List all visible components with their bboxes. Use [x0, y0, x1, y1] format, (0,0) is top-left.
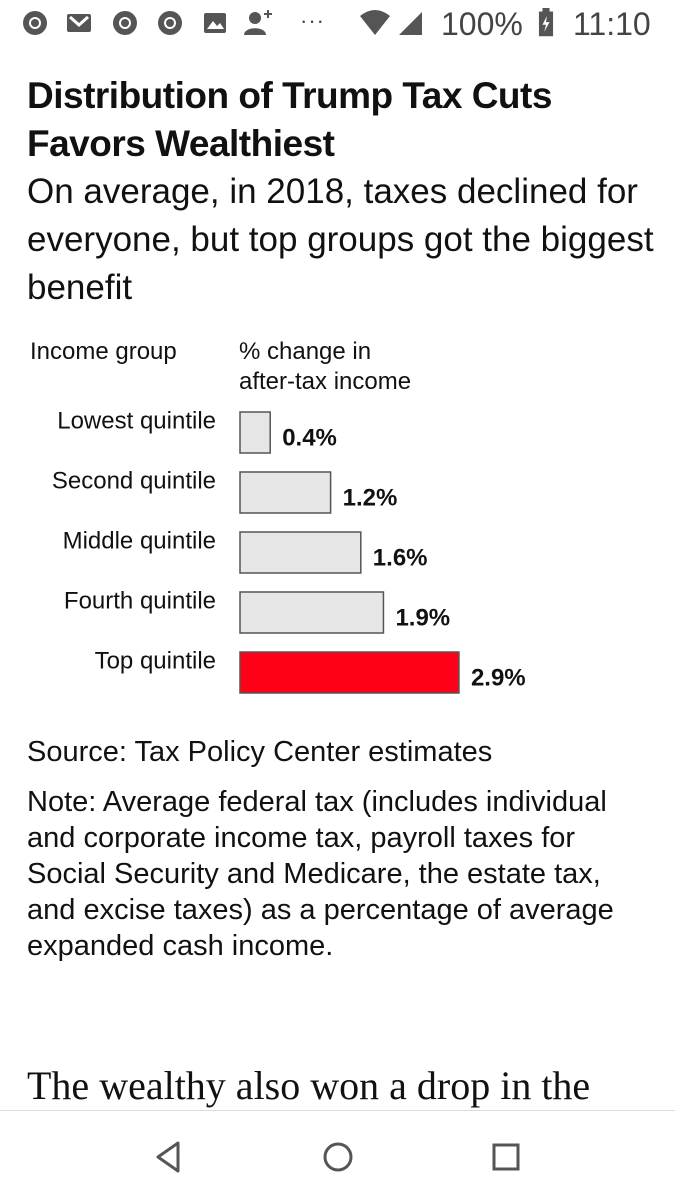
recents-icon[interactable]: [484, 1135, 528, 1179]
chart-subhead: On average, in 2018, taxes declined for …: [27, 172, 654, 307]
wifi-icon: [360, 10, 390, 35]
bar: [239, 651, 460, 694]
column-header-value-line2: after-tax income: [239, 368, 411, 395]
gmail-icon: [67, 14, 91, 32]
value-label: 1.2%: [343, 485, 398, 512]
nav-divider: [0, 1110, 675, 1111]
category-label: Second quintile: [52, 468, 216, 495]
photos-icon: [204, 13, 226, 33]
category-label: Lowest quintile: [57, 408, 216, 435]
value-label: 1.6%: [373, 545, 428, 572]
bar-chart: Income group % change in after-tax incom…: [30, 338, 526, 694]
more-notifications-icon: ···: [300, 8, 325, 33]
source-text: Source: Tax Policy Center estimates: [27, 736, 493, 768]
back-icon[interactable]: [146, 1135, 190, 1179]
category-label: Fourth quintile: [64, 588, 216, 615]
bar: [239, 591, 385, 634]
signal-icon: [399, 12, 422, 35]
bar: [239, 531, 362, 574]
add-contact-icon: [244, 10, 272, 35]
category-label: Top quintile: [95, 648, 216, 675]
value-label: 0.4%: [282, 425, 337, 452]
battery-icon: [538, 8, 554, 37]
category-label: Middle quintile: [63, 528, 216, 555]
navigation-bar: [0, 1111, 675, 1200]
battery-percent: 100%: [441, 6, 523, 42]
chrome-icon: [158, 11, 182, 35]
chart-headline: Distribution of Trump Tax Cuts Favors We…: [27, 75, 552, 164]
note-text: Note: Average federal tax (includes indi…: [27, 786, 614, 962]
bar: [239, 471, 332, 514]
bar: [239, 411, 271, 454]
clock: 11:10: [573, 6, 651, 42]
home-icon[interactable]: [316, 1135, 360, 1179]
column-header-value-line1: % change in: [239, 338, 371, 365]
column-header-category: Income group: [30, 338, 177, 365]
value-label: 1.9%: [395, 605, 450, 632]
status-bar: ··· 100% 11:10: [0, 0, 675, 48]
article-body-text: The wealthy also won a drop in the: [27, 1063, 591, 1108]
chrome-icon: [23, 11, 47, 35]
chrome-icon: [113, 11, 137, 35]
value-label: 2.9%: [471, 665, 526, 692]
